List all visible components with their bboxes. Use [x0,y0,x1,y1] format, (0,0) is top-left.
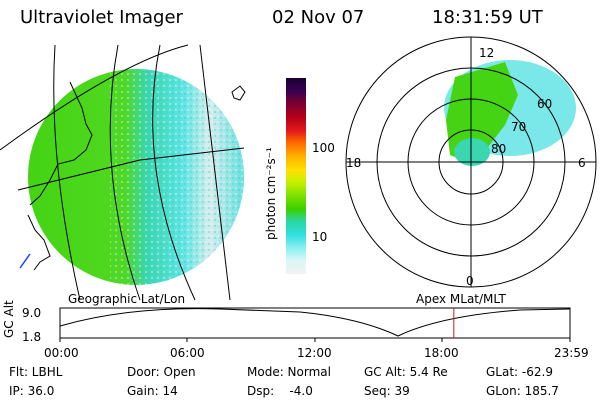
timeline-tick-1800: 18:00 [424,346,459,360]
info-dsp: Dsp: -4.0 [247,384,313,398]
timeline-axis-label: GC Alt [2,300,16,338]
info-seq: Seq: 39 [364,384,410,398]
header-date: 02 Nov 07 [272,7,365,28]
info-door: Door: Open [127,365,196,379]
mlt-label-18: 18 [346,156,362,170]
info-gain: Gain: 14 [127,384,178,398]
info-filter: Flt: LBHL [9,365,63,379]
timeline-tick-0000: 00:00 [44,346,79,360]
mlat-label-60: 60 [537,97,553,111]
app-title: Ultraviolet Imager [20,7,183,28]
polar-caption: Apex MLat/MLT [416,292,506,306]
colorbar [286,78,306,274]
info-gc-alt: GC Alt: 5.4 Re [364,365,448,379]
timeline-tick-0600: 06:00 [170,346,205,360]
info-ip: IP: 36.0 [9,384,55,398]
mlat-label-80: 80 [491,142,507,156]
timeline-y-max: 9.0 [22,306,42,320]
geographic-caption: Geographic Lat/Lon [68,292,186,306]
colorbar-tick-100: 100 [312,141,335,155]
colorbar-tick-10: 10 [312,230,328,244]
header-time: 18:31:59 UT [432,7,543,28]
mlt-label-12: 12 [479,46,495,60]
info-glat: GLat: -62.9 [486,365,553,379]
timeline-y-min: 1.8 [22,330,42,344]
mlt-label-0: 0 [466,274,474,288]
timeline-tick-2359: 23:59 [554,346,589,360]
mlat-label-70: 70 [511,120,527,134]
info-glon: GLon: 185.7 [486,384,559,398]
mlt-label-6: 6 [578,156,586,170]
colorbar-label: photon cm⁻²s⁻¹ [264,147,278,240]
info-mode: Mode: Normal [247,365,331,379]
timeline-tick-1200: 12:00 [297,346,332,360]
